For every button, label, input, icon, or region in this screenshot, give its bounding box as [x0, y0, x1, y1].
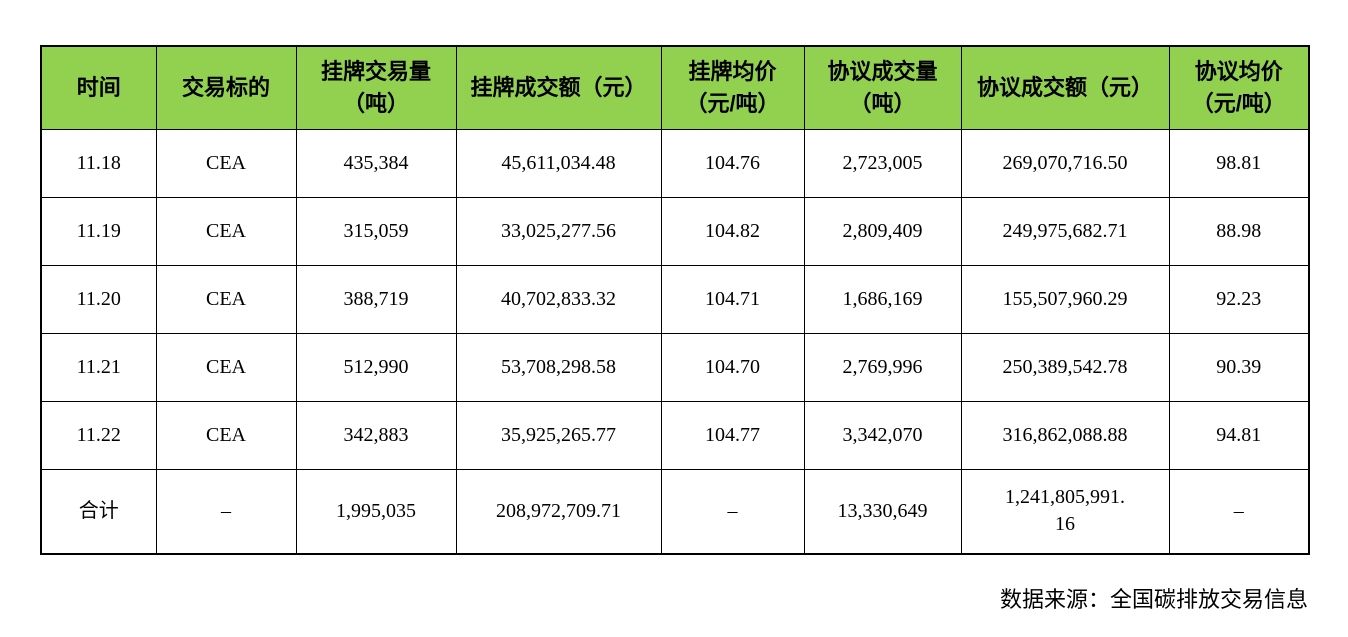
- cell-date: 11.21: [40, 332, 157, 402]
- col-header-listed-avg-price: 挂牌均价 （元/吨）: [660, 45, 805, 130]
- cell-date: 11.19: [40, 196, 157, 266]
- cell-target: CEA: [155, 264, 297, 334]
- table-row: 11.20 CEA 388,719 40,702,833.32 104.71 1…: [40, 264, 1310, 334]
- cell-listed-avg-price: –: [660, 468, 805, 555]
- cell-agreement-avg-price: 92.23: [1168, 264, 1310, 334]
- col-header-agreement-avg-price: 协议均价 （元/吨）: [1168, 45, 1310, 130]
- cell-listed-avg-price: 104.70: [660, 332, 805, 402]
- cell-listed-volume: 435,384: [295, 128, 457, 198]
- cell-agreement-amount: 1,241,805,991. 16: [960, 468, 1170, 555]
- col-header-agreement-volume: 协议成交量 （吨）: [803, 45, 962, 130]
- cell-agreement-volume: 3,342,070: [803, 400, 962, 470]
- cell-agreement-avg-price: 98.81: [1168, 128, 1310, 198]
- table-row: 11.19 CEA 315,059 33,025,277.56 104.82 2…: [40, 196, 1310, 266]
- cell-agreement-volume: 1,686,169: [803, 264, 962, 334]
- cell-agreement-avg-price: 88.98: [1168, 196, 1310, 266]
- cell-target: CEA: [155, 332, 297, 402]
- col-header-agreement-amount: 协议成交额（元）: [960, 45, 1170, 130]
- cell-agreement-amount: 155,507,960.29: [960, 264, 1170, 334]
- cell-listed-amount: 35,925,265.77: [455, 400, 662, 470]
- col-header-trading-target: 交易标的: [155, 45, 297, 130]
- cell-listed-avg-price: 104.82: [660, 196, 805, 266]
- header-row: 时间 交易标的 挂牌交易量 （吨） 挂牌成交额（元） 挂牌均价 （元/吨） 协议…: [40, 45, 1310, 130]
- cell-listed-amount: 33,025,277.56: [455, 196, 662, 266]
- col-header-time: 时间: [40, 45, 157, 130]
- cell-listed-volume: 1,995,035: [295, 468, 457, 555]
- cell-listed-amount: 45,611,034.48: [455, 128, 662, 198]
- cell-target: CEA: [155, 128, 297, 198]
- cell-date: 11.20: [40, 264, 157, 334]
- cell-agreement-volume: 2,723,005: [803, 128, 962, 198]
- cell-listed-amount: 53,708,298.58: [455, 332, 662, 402]
- carbon-trading-table-container: 时间 交易标的 挂牌交易量 （吨） 挂牌成交额（元） 挂牌均价 （元/吨） 协议…: [40, 45, 1310, 555]
- carbon-trading-table: 时间 交易标的 挂牌交易量 （吨） 挂牌成交额（元） 挂牌均价 （元/吨） 协议…: [40, 45, 1310, 555]
- cell-listed-avg-price: 104.71: [660, 264, 805, 334]
- data-source-note: 数据来源：全国碳排放交易信息: [999, 587, 1308, 612]
- cell-listed-volume: 512,990: [295, 332, 457, 402]
- cell-agreement-amount: 269,070,716.50: [960, 128, 1170, 198]
- cell-agreement-avg-price: 94.81: [1168, 400, 1310, 470]
- cell-agreement-amount: 316,862,088.88: [960, 400, 1170, 470]
- cell-listed-volume: 388,719: [295, 264, 457, 334]
- cell-listed-volume: 342,883: [295, 400, 457, 470]
- cell-listed-avg-price: 104.77: [660, 400, 805, 470]
- cell-listed-amount: 40,702,833.32: [455, 264, 662, 334]
- cell-agreement-amount: 250,389,542.78: [960, 332, 1170, 402]
- cell-agreement-volume: 2,769,996: [803, 332, 962, 402]
- col-header-listed-volume: 挂牌交易量 （吨）: [295, 45, 457, 130]
- table-row: 11.21 CEA 512,990 53,708,298.58 104.70 2…: [40, 332, 1310, 402]
- cell-target: –: [155, 468, 297, 555]
- cell-listed-amount: 208,972,709.71: [455, 468, 662, 555]
- table-row-total: 合计 – 1,995,035 208,972,709.71 – 13,330,6…: [40, 468, 1310, 555]
- table-row: 11.22 CEA 342,883 35,925,265.77 104.77 3…: [40, 400, 1310, 470]
- cell-listed-volume: 315,059: [295, 196, 457, 266]
- cell-target: CEA: [155, 196, 297, 266]
- cell-total-label: 合计: [40, 468, 157, 555]
- cell-date: 11.18: [40, 128, 157, 198]
- table-row: 11.18 CEA 435,384 45,611,034.48 104.76 2…: [40, 128, 1310, 198]
- cell-agreement-amount: 249,975,682.71: [960, 196, 1170, 266]
- cell-target: CEA: [155, 400, 297, 470]
- cell-agreement-volume: 13,330,649: [803, 468, 962, 555]
- cell-listed-avg-price: 104.76: [660, 128, 805, 198]
- cell-agreement-avg-price: 90.39: [1168, 332, 1310, 402]
- cell-agreement-avg-price: –: [1168, 468, 1310, 555]
- cell-date: 11.22: [40, 400, 157, 470]
- cell-agreement-volume: 2,809,409: [803, 196, 962, 266]
- col-header-listed-amount: 挂牌成交额（元）: [455, 45, 662, 130]
